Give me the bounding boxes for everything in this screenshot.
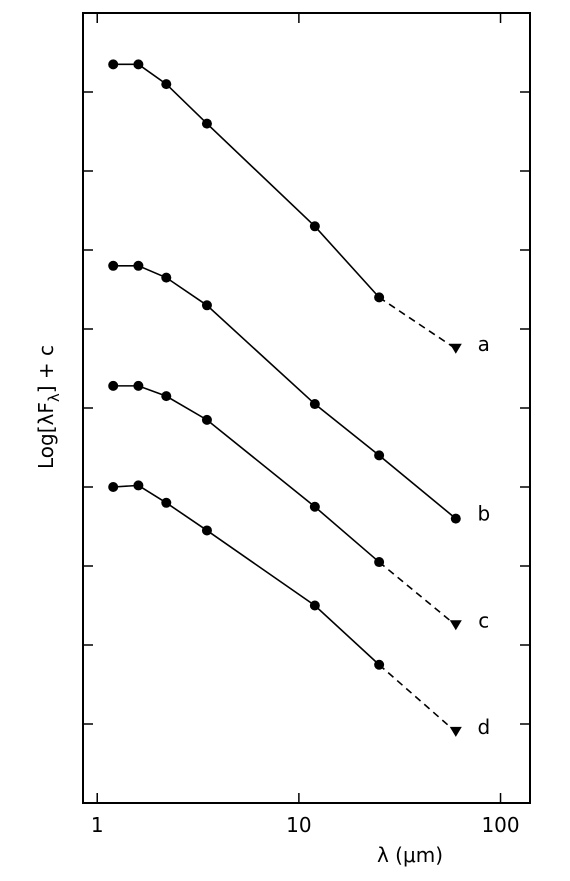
x-tick-label: 1 <box>91 813 104 837</box>
data-point <box>450 513 461 524</box>
upper-limit-marker <box>449 343 462 354</box>
data-point <box>201 414 212 425</box>
axis-ticks <box>83 13 530 803</box>
series-a <box>108 59 462 354</box>
data-point <box>201 525 212 536</box>
series-line <box>113 63 380 298</box>
upper-limit-dash <box>378 296 457 350</box>
upper-limit-dash <box>378 561 457 626</box>
x-axis-label: λ (μm) <box>377 843 443 867</box>
series-c <box>108 380 462 631</box>
series-d <box>108 480 462 737</box>
x-tick-labels: 1 10 100 <box>91 813 520 837</box>
data-point <box>108 380 119 391</box>
upper-limit-marker <box>449 620 462 631</box>
data-point <box>309 399 320 410</box>
data-point <box>309 221 320 232</box>
series-label-a: a <box>478 332 490 356</box>
plot-frame <box>82 12 531 804</box>
data-point <box>133 380 144 391</box>
data-point <box>108 260 119 271</box>
series-label-d: d <box>477 715 490 739</box>
x-tick-label: 10 <box>286 813 311 837</box>
series-b <box>108 260 461 524</box>
series-line <box>113 484 380 666</box>
series-labels: a b c d <box>477 332 490 739</box>
data-point <box>161 272 172 283</box>
data-point <box>161 391 172 402</box>
data-point <box>201 118 212 129</box>
data-point <box>161 497 172 508</box>
data-point <box>374 450 385 461</box>
series-label-b: b <box>477 502 490 526</box>
data-point <box>309 600 320 611</box>
data-point <box>108 482 119 492</box>
data-point <box>133 260 144 271</box>
x-tick-label: 100 <box>481 813 519 837</box>
axes-frame <box>82 12 531 804</box>
data-point <box>309 501 320 512</box>
data-point <box>201 300 212 311</box>
upper-limit-marker <box>449 726 462 737</box>
series-group <box>108 59 462 737</box>
data-point <box>161 79 172 90</box>
upper-limit-dash <box>378 664 457 733</box>
data-point <box>108 59 119 70</box>
series-label-c: c <box>478 608 489 632</box>
data-point <box>133 480 144 491</box>
series-line <box>113 385 380 563</box>
data-point <box>133 59 144 70</box>
y-axis-label: Log[λFλ] + c <box>34 345 63 469</box>
